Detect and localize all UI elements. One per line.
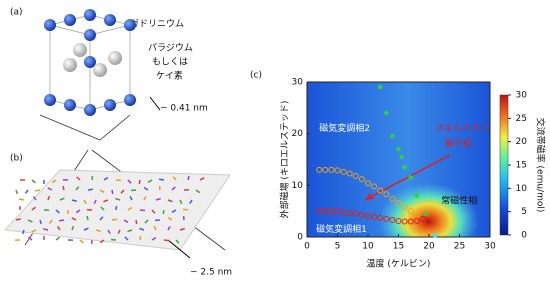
gd-atom <box>104 14 116 26</box>
x-tick-label: 5 <box>335 242 341 252</box>
spin <box>63 186 64 190</box>
point <box>409 176 413 180</box>
spin <box>112 190 113 194</box>
annotation: 磁気変調相2 <box>319 122 370 134</box>
label: ガドリニウム <box>130 19 184 30</box>
annotation: 格子相 <box>444 138 471 150</box>
spin <box>159 179 164 180</box>
x-axis-label: 温度 (ケルビン) <box>367 258 431 270</box>
point <box>391 134 395 138</box>
x-tick-label: 30 <box>484 242 496 252</box>
point <box>400 155 404 159</box>
x-tick-label: 15 <box>393 242 404 252</box>
colorbar-tick-label: 25 <box>516 114 527 124</box>
spin <box>164 240 169 241</box>
y-tick-label: 20 <box>292 129 304 139</box>
y-tick-label: 10 <box>292 181 304 191</box>
annotation: 常磁性相 <box>441 194 477 206</box>
point <box>415 194 419 198</box>
pd-atom <box>93 63 107 77</box>
colorbar-tick-label: 0 <box>521 231 527 241</box>
gd-atom <box>64 14 76 26</box>
label: ケイ素 <box>156 70 183 82</box>
point <box>378 85 382 89</box>
point <box>433 234 437 238</box>
spin <box>112 219 117 220</box>
y-tick-label: 30 <box>292 78 304 88</box>
illustrations: (a) ガドリニウム パラジウム もしくは ケイ素 ~ 0.41 nm (b) … <box>5 8 232 278</box>
pd-atom <box>108 51 122 65</box>
spin <box>140 210 145 211</box>
spin <box>116 206 117 210</box>
scale-bar <box>150 97 160 110</box>
point <box>403 165 407 169</box>
y-axis-label: 外部磁場 (キロエルステッド) <box>279 101 291 219</box>
skyrmion-sheet <box>5 170 230 250</box>
label: もしくは <box>152 57 188 68</box>
point <box>397 147 401 151</box>
heatmap-hot <box>307 82 490 237</box>
colorbar-tick-label: 5 <box>521 207 527 217</box>
gd-atom <box>124 94 136 106</box>
spin <box>32 180 35 183</box>
annotation: 磁気変調相1 <box>316 223 367 235</box>
gd-atom <box>44 19 56 31</box>
gd-atom <box>124 19 136 31</box>
spin <box>43 229 48 230</box>
panel-label: (c) <box>250 71 262 81</box>
annotation: スキルミオン <box>435 123 489 134</box>
spin <box>35 190 40 191</box>
spin <box>183 209 188 210</box>
y-tick-label: 0 <box>297 233 303 243</box>
gd-atom <box>64 99 76 111</box>
colorbar-tick-label: 30 <box>516 91 528 101</box>
colorbar-tick-label: 10 <box>516 184 528 194</box>
colorbar-tick-label: 20 <box>516 137 528 147</box>
point <box>424 212 428 216</box>
spin <box>136 220 137 224</box>
spin <box>188 176 189 180</box>
spin <box>56 237 60 240</box>
pd-atom <box>73 43 87 57</box>
x-tick-label: 0 <box>304 242 310 252</box>
x-tick-label: 25 <box>454 242 465 252</box>
label: ~ 2.5 nm <box>190 268 232 278</box>
x-tick-label: 20 <box>423 242 435 252</box>
x-tick-label: 10 <box>362 242 374 252</box>
pd-atom <box>63 58 77 72</box>
spin <box>87 216 88 220</box>
gd-atom <box>84 104 96 116</box>
gd-atom <box>44 94 56 106</box>
label: パラジウム <box>148 43 193 54</box>
spin <box>140 236 141 240</box>
colorbar-tick-label: 15 <box>516 161 527 171</box>
colorbar <box>500 95 508 235</box>
spin <box>80 240 83 243</box>
point <box>385 111 389 115</box>
spin <box>25 190 28 193</box>
gd-atom <box>104 99 116 111</box>
panel-label: (a) <box>10 8 23 18</box>
panel-label: (b) <box>10 154 23 164</box>
gd-atom <box>84 9 96 21</box>
colorbar-label: 交流帯磁率 (emu/mol) <box>535 118 547 213</box>
gd-atom <box>84 29 96 41</box>
spin <box>59 220 64 221</box>
spin <box>19 199 24 200</box>
spin <box>16 190 17 194</box>
spin <box>163 210 164 214</box>
spin <box>139 180 140 184</box>
label: ~ 0.41 nm <box>160 104 208 114</box>
spin <box>88 189 93 190</box>
